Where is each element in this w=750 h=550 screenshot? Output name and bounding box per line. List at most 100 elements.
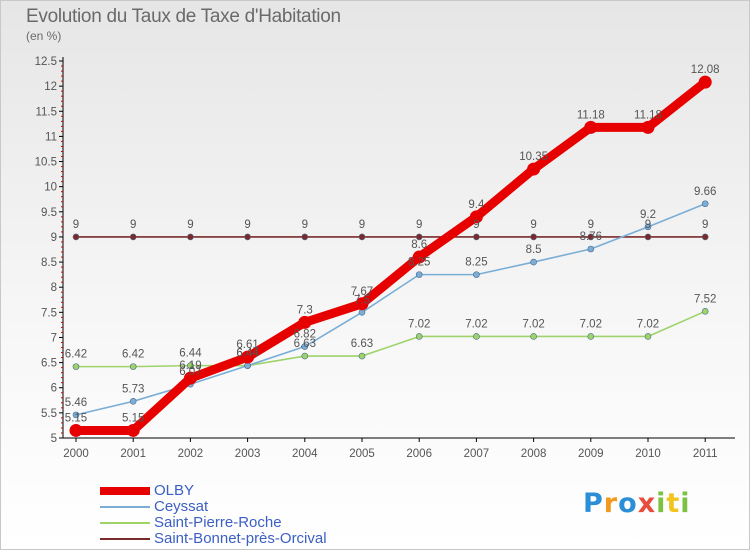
data-label: 9.4 — [468, 199, 485, 211]
data-point — [530, 333, 537, 340]
data-label: 8.76 — [580, 231, 602, 243]
data-label: 7.67 — [351, 286, 373, 298]
logo-letter: x — [637, 488, 657, 519]
y-tick-label: 5.5 — [41, 408, 57, 420]
data-point — [358, 233, 366, 241]
data-point — [473, 271, 480, 278]
data-label: 6.42 — [122, 349, 144, 361]
data-label: 9 — [187, 219, 193, 231]
data-label: 8.25 — [408, 257, 430, 269]
data-point — [358, 352, 366, 360]
data-point — [69, 423, 83, 437]
data-point — [644, 333, 652, 340]
data-label: 9.2 — [640, 209, 656, 221]
data-label: 6.82 — [294, 329, 316, 341]
data-point — [72, 363, 80, 370]
legend-label: Saint-Pierre-Roche — [154, 514, 282, 531]
data-label: 9 — [416, 219, 422, 231]
data-point — [412, 250, 426, 264]
data-label: 6.07 — [179, 366, 201, 378]
legend-label: Ceyssat — [154, 498, 209, 515]
logo-letter: i — [656, 488, 667, 519]
y-tick-label: 11 — [45, 131, 57, 143]
y-tick-label: 9 — [51, 232, 57, 244]
data-label: 9.66 — [694, 186, 716, 198]
data-point — [644, 223, 652, 231]
data-label: 6.42 — [65, 349, 87, 361]
data-point — [701, 308, 709, 315]
series-line-olby — [71, 77, 710, 435]
data-point — [415, 333, 423, 340]
legend-swatch — [100, 487, 150, 495]
logo-letter: i — [680, 488, 691, 519]
data-label: 6.19 — [179, 360, 201, 372]
x-tick-label: 2010 — [635, 448, 661, 460]
data-label: 11.18 — [634, 109, 662, 121]
x-tick-label: 2004 — [292, 448, 318, 460]
data-point — [527, 162, 541, 176]
data-label: 6.63 — [351, 338, 373, 350]
data-point — [698, 75, 712, 89]
data-point — [641, 120, 655, 134]
y-tick-label: 10.5 — [35, 157, 57, 169]
data-point — [473, 233, 480, 241]
data-point — [129, 363, 137, 370]
data-point — [129, 398, 137, 405]
legend-swatch — [100, 506, 150, 508]
data-label: 10.35 — [519, 151, 548, 163]
data-label: 8.25 — [465, 257, 487, 269]
data-label: 9 — [473, 219, 479, 231]
data-point — [187, 362, 194, 369]
chart-subtitle: (en %) — [26, 29, 62, 43]
data-label: 7.52 — [694, 293, 716, 305]
y-tick-label: 8 — [51, 282, 57, 294]
data-point — [473, 333, 480, 340]
data-label: 12.08 — [691, 64, 720, 76]
data-label: 9 — [588, 219, 594, 231]
data-point — [415, 233, 423, 241]
data-point — [244, 233, 251, 241]
y-tick-label: 12 — [44, 81, 57, 93]
data-point — [469, 210, 483, 224]
data-label: 11.18 — [577, 109, 605, 121]
data-point — [183, 371, 197, 385]
data-point — [644, 233, 652, 241]
data-point — [241, 350, 255, 364]
data-point — [298, 315, 312, 329]
legend-swatch — [100, 538, 150, 540]
data-point — [587, 245, 595, 253]
data-label: 5.46 — [65, 397, 87, 409]
data-point — [301, 352, 309, 360]
data-point — [530, 233, 537, 241]
data-point — [584, 120, 598, 134]
x-tick-label: 2001 — [120, 448, 146, 460]
legend-swatch — [100, 522, 150, 524]
data-label: 9 — [702, 219, 708, 231]
data-point — [415, 271, 423, 278]
y-tick-label: 7.5 — [41, 307, 57, 319]
data-label: 9 — [244, 219, 250, 231]
x-tick-label: 2005 — [349, 448, 375, 460]
x-tick-label: 2000 — [63, 448, 89, 460]
y-tick-label: 11.5 — [35, 106, 57, 118]
x-tick-label: 2006 — [406, 448, 432, 460]
x-tick-label: 2008 — [521, 448, 547, 460]
data-point — [701, 233, 709, 241]
data-label: 9 — [530, 219, 536, 231]
data-label: 6.44 — [179, 348, 202, 360]
data-label: 7.5 — [354, 294, 370, 306]
x-tick-label: 2002 — [178, 448, 204, 460]
data-point — [301, 343, 309, 350]
legend-label: Saint-Bonnet-près-Orcival — [154, 530, 327, 547]
data-point — [129, 233, 137, 241]
y-tick-label: 8.5 — [41, 257, 57, 269]
y-tick-label: 5 — [51, 433, 57, 445]
data-label: 6.61 — [236, 339, 258, 351]
data-point — [355, 297, 369, 311]
logo-letter: r — [603, 488, 619, 519]
data-point — [72, 233, 80, 241]
data-label: 8.5 — [526, 244, 542, 256]
data-point — [187, 233, 194, 241]
